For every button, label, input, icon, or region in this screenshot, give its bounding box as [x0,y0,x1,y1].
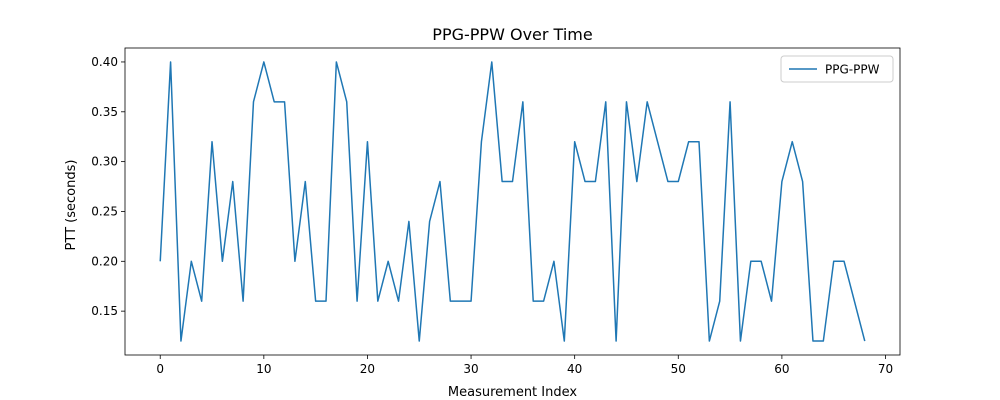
x-tick-label: 50 [671,362,686,376]
x-tick-label: 60 [774,362,789,376]
legend: PPG-PPW [780,55,894,83]
series-line-0 [159,61,866,342]
y-tick-label: 0.35 [91,105,118,119]
y-tick-label: 0.20 [91,254,118,268]
x-tick-label: 0 [156,362,164,376]
y-tick-label: 0.40 [91,55,118,69]
plot-area: 0 10 20 30 40 50 60 70 0.15 0.20 0.25 0.30 0.35 0.40 [91,47,901,376]
legend-label: PPG-PPW [825,63,880,77]
y-axis-label: PTT (seconds) [64,160,79,251]
chart-title: PPG-PPW Over Time [432,25,592,44]
x-tick-label: 40 [567,362,582,376]
x-tick-label: 20 [360,362,375,376]
y-tick-label: 0.25 [91,204,118,218]
y-tick-label: 0.30 [91,155,118,169]
x-tick-label: 30 [463,362,478,376]
plot-frame [124,47,901,356]
legend-box [780,55,894,83]
x-tick-label: 70 [878,362,893,376]
x-axis-label: Measurement Index [448,385,577,400]
x-tick-label: 10 [256,362,271,376]
y-tick-label: 0.15 [91,304,118,318]
